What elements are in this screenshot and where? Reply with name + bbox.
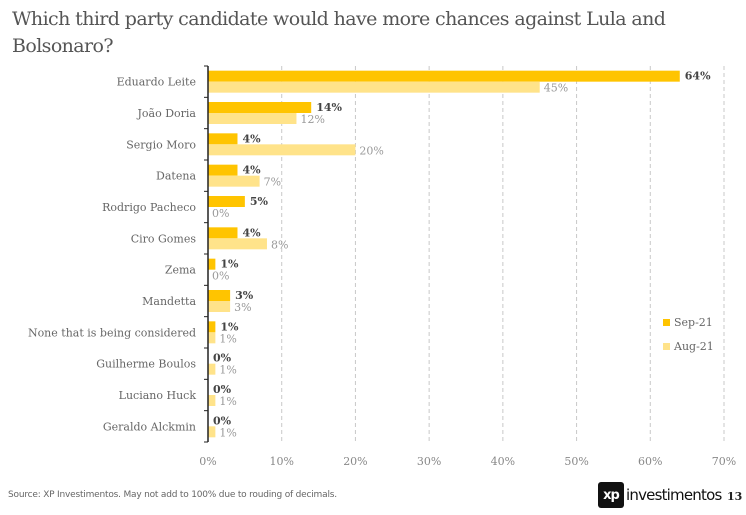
category-label: Geraldo Alckmin [103, 420, 196, 433]
data-label-aug-21: 1% [219, 426, 236, 439]
category-label: João Doria [137, 107, 197, 120]
bar-aug-21 [208, 238, 267, 250]
bar-sep-21 [208, 102, 312, 113]
data-label-sep-21: 1% [220, 320, 239, 333]
data-label-sep-21: 4% [242, 226, 261, 239]
legend: Sep-21 Aug-21 [663, 316, 714, 353]
category-label: Guilherme Boulos [96, 358, 196, 371]
data-label-aug-21: 3% [234, 301, 251, 314]
data-label-sep-21: 0% [213, 383, 232, 396]
bar-sep-21 [208, 196, 245, 207]
logo-mark: xp [598, 482, 624, 508]
category-label: Sergio Moro [126, 138, 196, 151]
bar-aug-21 [208, 426, 216, 438]
category-label: Luciano Huck [119, 389, 197, 402]
data-label-sep-21: 4% [242, 132, 261, 145]
data-label-sep-21: 4% [242, 164, 261, 177]
x-tick-label: 60% [638, 455, 662, 468]
chart-title: Which third party candidate would have m… [12, 8, 666, 57]
x-tick-label: 50% [564, 455, 588, 468]
data-label-sep-21: 14% [316, 101, 342, 114]
data-label-sep-21: 3% [235, 289, 254, 302]
category-label: Mandetta [142, 295, 196, 308]
category-label: Datena [156, 170, 196, 183]
data-label-aug-21: 0% [212, 270, 229, 283]
x-tick-label: 0% [199, 455, 216, 468]
data-label-aug-21: 1% [219, 332, 236, 345]
x-tick-label: 40% [491, 455, 515, 468]
bar-aug-21 [208, 175, 260, 187]
x-axis-ticks: 0% 10% 20% 30% 40% 50% 60% 70% [199, 455, 736, 468]
category-label: Ciro Gomes [131, 232, 197, 245]
data-label-aug-21: 1% [219, 395, 236, 408]
data-label-sep-21: 0% [213, 352, 232, 365]
y-axis [204, 65, 209, 443]
legend-swatch-sep-21 [663, 319, 670, 326]
bar-sep-21 [208, 227, 238, 239]
source-note: Source: XP Investimentos. May not add to… [8, 490, 337, 500]
data-label-sep-21: 5% [250, 195, 269, 208]
bar-sep-21 [208, 321, 216, 333]
category-label: None that is being considered [28, 326, 196, 339]
bar-aug-21 [208, 363, 216, 375]
bar-aug-21 [208, 144, 356, 156]
x-tick-label: 20% [343, 455, 367, 468]
bar-aug-21 [208, 81, 540, 93]
bar-sep-21 [208, 258, 216, 270]
category-label: Eduardo Leite [117, 76, 196, 89]
data-label-aug-21: 0% [212, 207, 229, 220]
bars [208, 70, 680, 438]
bar-aug-21 [208, 332, 216, 344]
data-label-sep-21: 64% [685, 70, 711, 83]
data-label-aug-21: 8% [271, 238, 288, 251]
bar-aug-21 [208, 113, 297, 124]
data-label-sep-21: 1% [220, 258, 239, 271]
data-label-aug-21: 1% [219, 364, 236, 377]
legend-label-sep-21: Sep-21 [674, 316, 713, 329]
data-label-aug-21: 45% [544, 82, 568, 95]
data-labels: 64%45%14%12%4%20%4%7%5%0%4%8%1%0%3%3%1%1… [212, 70, 711, 440]
bar-aug-21 [208, 301, 231, 312]
xp-logo: xp investimentos [598, 482, 722, 508]
x-tick-label: 70% [712, 455, 736, 468]
bar-sep-21 [208, 70, 680, 82]
gridlines [281, 66, 725, 442]
category-label: Zema [165, 264, 197, 277]
data-label-aug-21: 20% [359, 144, 383, 157]
bar-sep-21 [208, 164, 238, 176]
data-label-aug-21: 7% [264, 176, 281, 189]
page-number: 13 [727, 490, 743, 503]
data-label-aug-21: 12% [300, 113, 324, 126]
bar-sep-21 [208, 290, 231, 301]
category-label: Rodrigo Pacheco [102, 201, 196, 214]
x-tick-label: 10% [269, 455, 293, 468]
legend-label-aug-21: Aug-21 [673, 340, 714, 353]
data-label-sep-21: 0% [213, 414, 232, 427]
x-tick-label: 30% [417, 455, 441, 468]
bar-chart: 64%45%14%12%4%20%4%7%5%0%4%8%1%0%3%3%1%1… [28, 65, 736, 468]
bar-aug-21 [208, 395, 216, 406]
bar-sep-21 [208, 133, 238, 145]
category-labels: Eduardo Leite João Doria Sergio Moro Datena… [28, 76, 197, 434]
legend-swatch-aug-21 [663, 343, 670, 350]
logo-text: investimentos [626, 486, 722, 504]
